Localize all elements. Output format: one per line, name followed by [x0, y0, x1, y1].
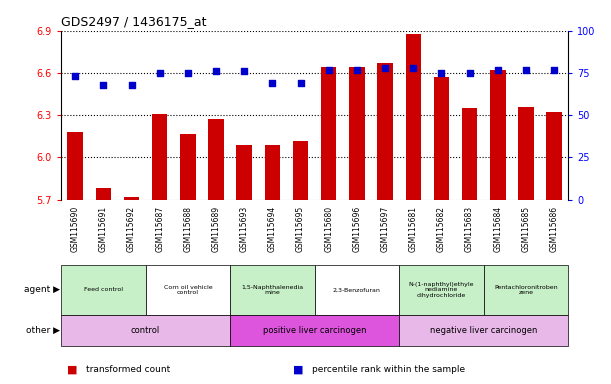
Bar [61, 265, 145, 315]
Point [408, 65, 418, 71]
Bar [462, 108, 477, 200]
Bar [208, 119, 224, 200]
Point [436, 70, 446, 76]
Bar [484, 265, 568, 315]
Text: other ▶: other ▶ [26, 326, 60, 335]
Text: Feed control: Feed control [84, 287, 123, 293]
Bar [315, 265, 399, 315]
Text: control: control [131, 326, 160, 335]
Point [493, 66, 503, 73]
Point [70, 73, 80, 79]
Point [183, 70, 193, 76]
Point [352, 66, 362, 73]
Point [521, 66, 531, 73]
Point [240, 68, 249, 74]
Bar [180, 134, 196, 200]
Text: 2,3-Benzofuran: 2,3-Benzofuran [333, 287, 381, 293]
Bar [518, 107, 534, 200]
Text: positive liver carcinogen: positive liver carcinogen [263, 326, 367, 335]
Bar [399, 265, 484, 315]
Text: GDS2497 / 1436175_at: GDS2497 / 1436175_at [61, 15, 207, 28]
Bar [293, 141, 309, 200]
Bar [378, 63, 393, 200]
Text: transformed count: transformed count [86, 365, 170, 374]
Bar [95, 189, 111, 200]
Point [324, 66, 334, 73]
Text: 1,5-Naphthalenedia
mine: 1,5-Naphthalenedia mine [241, 285, 304, 295]
Point [126, 82, 136, 88]
Point [211, 68, 221, 74]
Bar [230, 265, 315, 315]
Bar [236, 145, 252, 200]
Bar [546, 113, 562, 200]
Bar [265, 145, 280, 200]
Bar [61, 315, 230, 346]
Text: ■: ■ [67, 365, 78, 375]
Bar [152, 114, 167, 200]
Point [268, 80, 277, 86]
Text: negative liver carcinogen: negative liver carcinogen [430, 326, 538, 335]
Point [296, 80, 306, 86]
Bar [434, 77, 449, 200]
Text: Pentachloronitroben
zene: Pentachloronitroben zene [494, 285, 558, 295]
Text: percentile rank within the sample: percentile rank within the sample [312, 365, 465, 374]
Point [380, 65, 390, 71]
Bar [406, 33, 421, 200]
Bar [349, 67, 365, 200]
Point [549, 66, 559, 73]
Text: agent ▶: agent ▶ [24, 285, 60, 295]
Bar [145, 265, 230, 315]
Text: Corn oil vehicle
control: Corn oil vehicle control [164, 285, 212, 295]
Point [465, 70, 475, 76]
Text: N-(1-naphthyl)ethyle
nediamine
dihydrochloride: N-(1-naphthyl)ethyle nediamine dihydroch… [409, 281, 474, 298]
Bar [399, 315, 568, 346]
Point [155, 70, 164, 76]
Bar [321, 67, 337, 200]
Text: ■: ■ [293, 365, 304, 375]
Bar [124, 197, 139, 200]
Point [98, 82, 108, 88]
Bar [230, 315, 399, 346]
Bar [67, 132, 83, 200]
Bar [490, 70, 505, 200]
